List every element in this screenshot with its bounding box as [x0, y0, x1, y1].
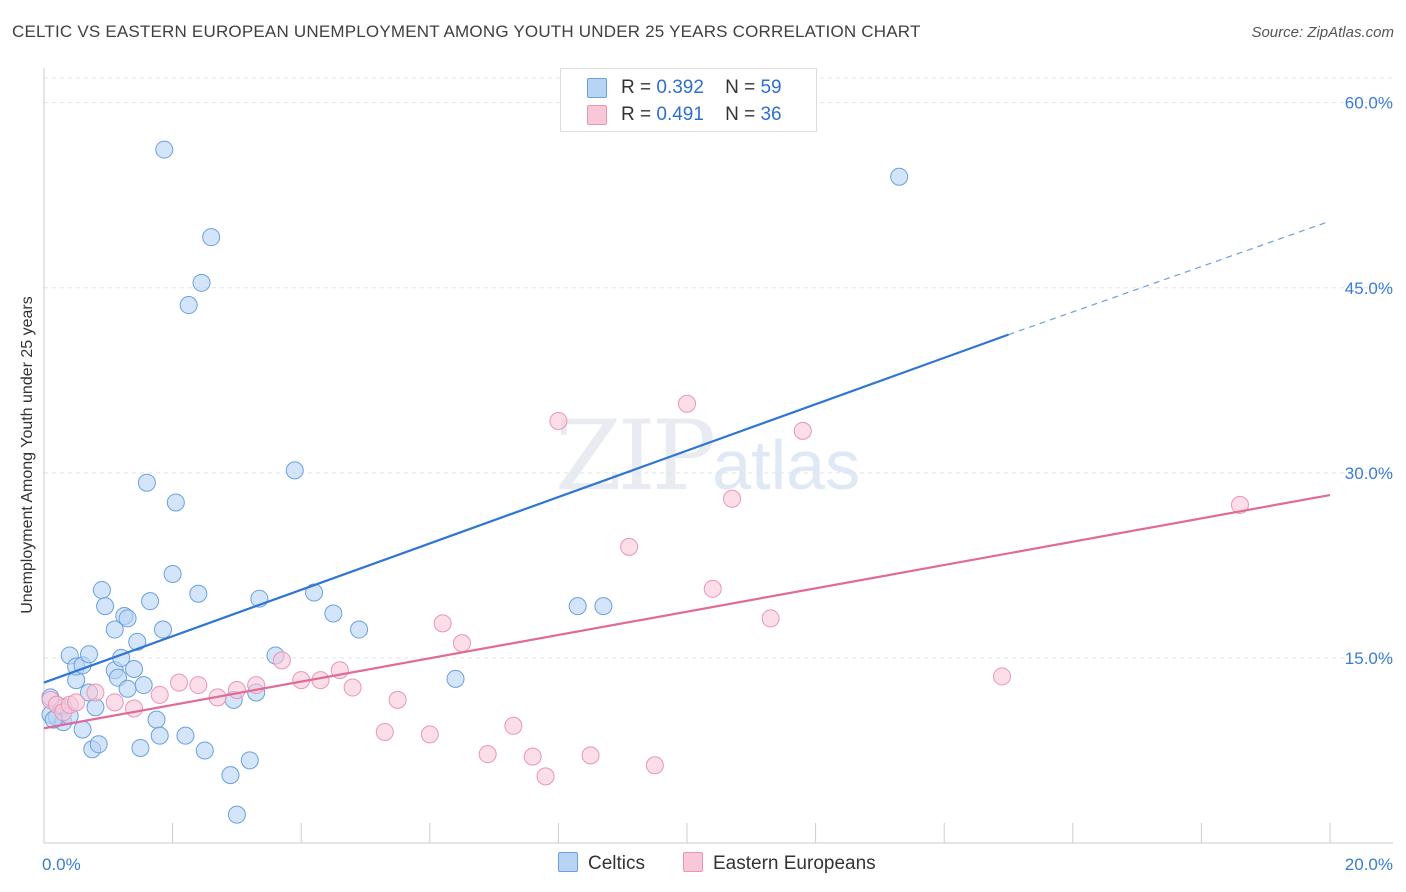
- legend-eastern-r: 0.491: [656, 104, 704, 125]
- celtic-point-24: [118, 609, 137, 628]
- legend-eastern-n: 36: [760, 104, 782, 125]
- eastern-point-26: [523, 747, 542, 766]
- bottom-legend-swatch-eastern: [683, 852, 703, 872]
- celtic-point-37: [176, 726, 195, 745]
- bottom-legend-eastern: Eastern Europeans: [683, 852, 876, 875]
- celtic-point-29: [137, 473, 156, 492]
- correlation-legend: R = 0.392 N = 59 R = 0.491 N = 36: [560, 68, 817, 132]
- celtic-point-35: [163, 565, 182, 584]
- legend-eastern-n-label: N =: [725, 104, 756, 125]
- celtic-point-27: [131, 738, 150, 757]
- eastern-point-28: [549, 412, 568, 431]
- celtic-trend-extrapolated: [1008, 220, 1331, 336]
- y-tick-label-0: 15.0%: [1345, 649, 1393, 668]
- bottom-legend-label-eastern: Eastern Europeans: [713, 853, 876, 874]
- bottom-legend-swatch-celtic: [558, 852, 578, 872]
- celtic-trend-line: [43, 333, 1009, 684]
- eastern-point-8: [150, 685, 169, 704]
- celtic-point-52: [324, 604, 343, 623]
- eastern-point-37: [993, 667, 1012, 686]
- eastern-point-25: [504, 716, 523, 735]
- celtic-point-16: [92, 581, 111, 600]
- legend-swatch-celtic: [587, 78, 607, 98]
- celtic-point-46: [240, 751, 259, 770]
- y-tick-label-3: 60.0%: [1345, 94, 1393, 113]
- celtic-point-38: [179, 296, 198, 315]
- celtic-point-42: [202, 228, 221, 247]
- celtic-point-40: [192, 273, 211, 292]
- eastern-point-21: [420, 725, 439, 744]
- eastern-point-30: [620, 537, 639, 556]
- celtic-point-26: [128, 632, 147, 651]
- celtic-point-53: [350, 620, 369, 639]
- celtic-point-33: [153, 620, 172, 639]
- celtic-point-55: [568, 597, 587, 616]
- celtic-point-39: [189, 584, 208, 603]
- eastern-trend-line: [43, 493, 1331, 730]
- eastern-point-34: [723, 489, 742, 508]
- celtic-point-17: [96, 597, 115, 616]
- celtic-point-57: [890, 167, 909, 186]
- celtic-point-28: [134, 676, 153, 695]
- celtic-point-20: [105, 620, 124, 639]
- legend-celtic-n: 59: [760, 77, 782, 98]
- eastern-point-19: [375, 722, 394, 741]
- eastern-point-12: [227, 681, 246, 699]
- x-tick-label-max: 20.0%: [1345, 855, 1393, 874]
- eastern-point-32: [678, 394, 696, 413]
- celtic-point-23: [118, 679, 137, 698]
- legend-eastern-r-label: R =: [621, 104, 652, 125]
- legend-swatch-eastern: [587, 105, 607, 125]
- celtic-point-41: [195, 741, 214, 760]
- eastern-point-10: [189, 676, 208, 695]
- celtic-point-9: [73, 720, 92, 739]
- eastern-point-4: [67, 693, 86, 712]
- celtic-point-25: [125, 660, 144, 679]
- eastern-point-36: [793, 421, 812, 440]
- eastern-point-5: [86, 683, 105, 702]
- celtic-point-50: [285, 461, 304, 480]
- x-tick-label-min: 0.0%: [42, 855, 81, 874]
- celtic-point-34: [155, 140, 174, 159]
- celtic-point-30: [141, 592, 160, 611]
- celtic-point-11: [80, 645, 99, 664]
- celtic-point-32: [150, 726, 169, 745]
- eastern-point-38: [1230, 495, 1249, 514]
- eastern-point-31: [645, 756, 664, 775]
- celtic-point-15: [89, 735, 108, 754]
- eastern-point-6: [105, 693, 124, 712]
- eastern-point-22: [433, 614, 452, 633]
- legend-celtic-r-label: R =: [621, 77, 652, 98]
- celtic-point-56: [594, 597, 613, 616]
- eastern-point-35: [761, 609, 780, 628]
- eastern-point-27: [536, 767, 555, 786]
- eastern-point-33: [703, 579, 722, 598]
- eastern-point-24: [478, 745, 497, 764]
- legend-celtic-r: 0.392: [656, 77, 704, 98]
- celtic-point-45: [227, 805, 246, 824]
- chart-title: CELTIC VS EASTERN EUROPEAN UNEMPLOYMENT …: [12, 22, 921, 41]
- bottom-legend-celtic: Celtics: [558, 852, 645, 875]
- y-tick-label-2: 45.0%: [1345, 279, 1393, 298]
- celtic-point-43: [221, 766, 240, 785]
- celtic-point-54: [446, 669, 465, 688]
- eastern-point-23: [452, 634, 471, 653]
- eastern-point-18: [343, 678, 362, 697]
- watermark-zip: ZIP: [555, 400, 716, 512]
- bottom-legend-label-celtic: Celtics: [588, 853, 646, 874]
- eastern-point-20: [388, 690, 407, 709]
- celtic-point-31: [147, 710, 166, 729]
- celtic-point-36: [166, 493, 185, 512]
- legend-celtic-n-label: N =: [725, 77, 756, 98]
- eastern-point-29: [581, 746, 600, 765]
- y-tick-label-1: 30.0%: [1345, 464, 1393, 483]
- eastern-point-14: [272, 651, 291, 670]
- eastern-point-7: [125, 699, 144, 718]
- watermark-atlas: atlas: [712, 426, 861, 504]
- eastern-point-9: [170, 673, 189, 692]
- zipatlas-watermark: ZIPatlas: [555, 400, 860, 512]
- chart-source: Source: ZipAtlas.com: [1251, 24, 1394, 41]
